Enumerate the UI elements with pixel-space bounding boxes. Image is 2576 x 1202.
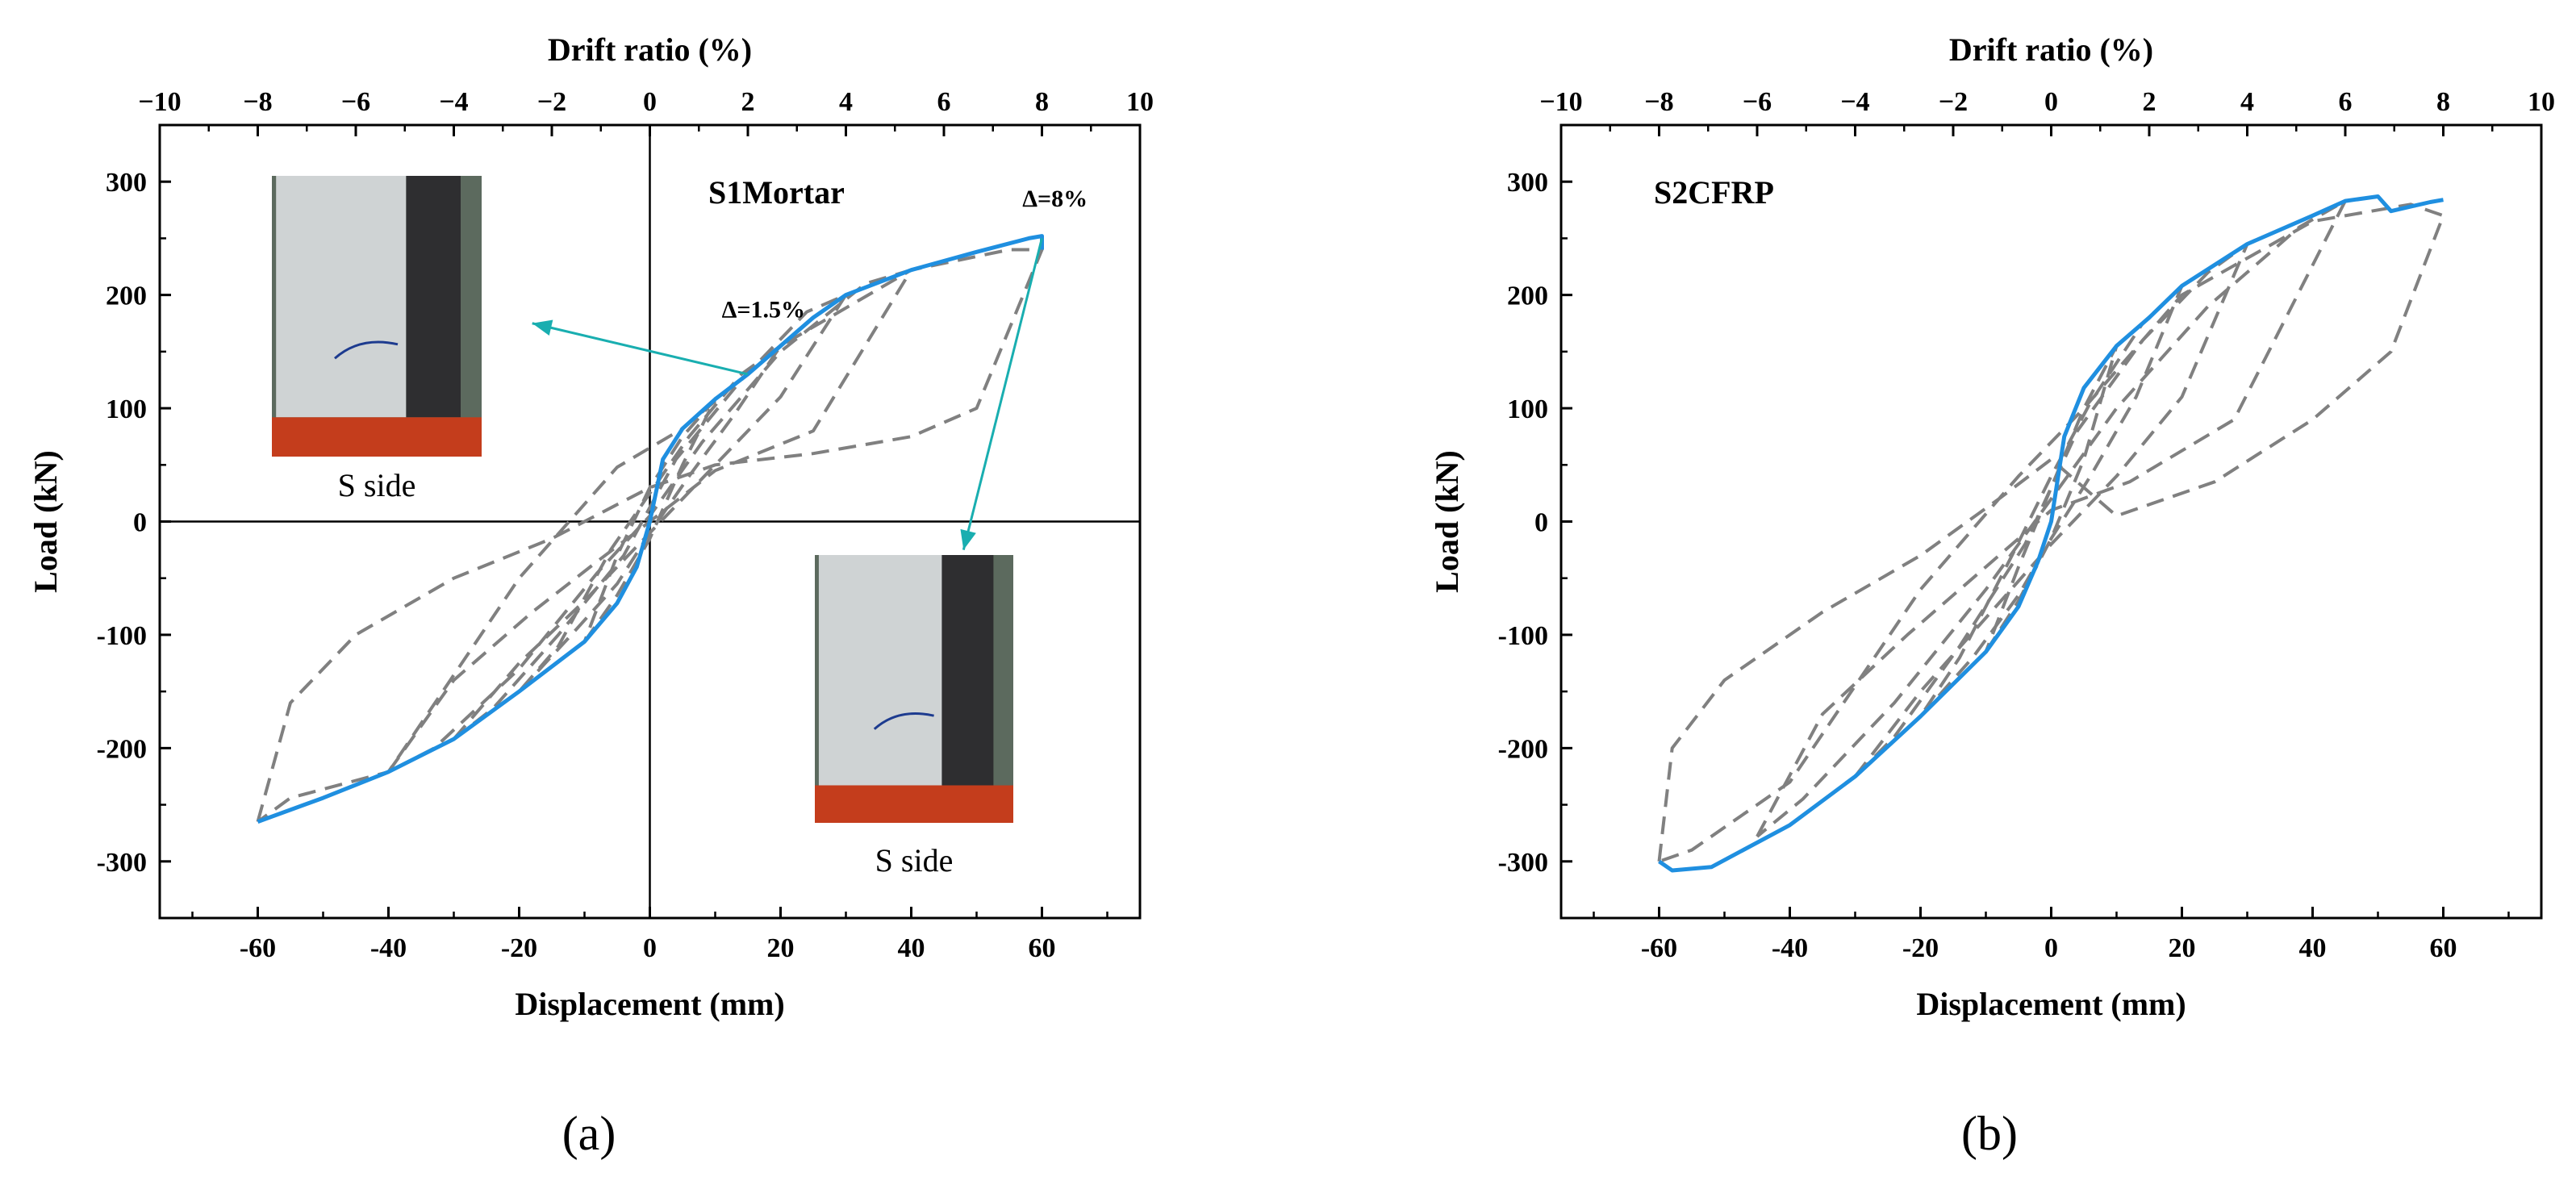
x2-tick-label: −4 bbox=[1840, 87, 1869, 117]
x-tick-label: 0 bbox=[2044, 933, 2058, 963]
y-axis-title: Load (kN) bbox=[27, 450, 64, 593]
x2-tick-label: 0 bbox=[643, 87, 657, 117]
annotation-label: Δ=1.5% bbox=[722, 297, 805, 323]
photo-inset: S side bbox=[272, 176, 482, 503]
hysteresis-loop bbox=[1756, 199, 2347, 838]
x2-tick-label: −6 bbox=[1743, 87, 1772, 117]
x2-tick-label: 0 bbox=[2044, 87, 2058, 117]
hysteresis-loop bbox=[256, 248, 1044, 824]
x2-axis-title: Drift ratio (%) bbox=[548, 31, 752, 68]
base-frame bbox=[815, 785, 1013, 823]
x2-tick-label: 2 bbox=[741, 87, 755, 117]
callout-arrow bbox=[532, 322, 749, 376]
panel-label: (b) bbox=[1961, 1107, 2018, 1160]
x-tick-label: 0 bbox=[643, 933, 657, 963]
x2-tick-label: −6 bbox=[341, 87, 370, 117]
x-tick-label: 40 bbox=[2299, 933, 2327, 963]
x-tick-label: 20 bbox=[2169, 933, 2196, 963]
x2-tick-label: 6 bbox=[937, 87, 951, 117]
hysteresis-loop bbox=[1657, 202, 2445, 863]
y-tick-label: -100 bbox=[1498, 621, 1548, 651]
column-side bbox=[406, 176, 461, 418]
annotation-label: Δ=8% bbox=[1022, 186, 1088, 212]
y-tick-label: 300 bbox=[106, 168, 147, 198]
y-tick-label: 300 bbox=[1507, 168, 1548, 198]
x2-tick-label: 8 bbox=[2436, 87, 2450, 117]
x2-tick-label: 10 bbox=[1126, 87, 1154, 117]
hysteresis-loop bbox=[517, 344, 783, 693]
x2-tick-label: −8 bbox=[1644, 87, 1673, 117]
panel-label: (a) bbox=[562, 1107, 616, 1160]
column-face bbox=[276, 176, 407, 418]
y-tick-label: -200 bbox=[97, 734, 147, 764]
photo-inset: S side bbox=[815, 555, 1013, 879]
x-tick-label: -20 bbox=[1902, 933, 1939, 963]
photo-caption: S side bbox=[338, 467, 416, 503]
x-tick-label: -60 bbox=[240, 933, 276, 963]
y-tick-label: 100 bbox=[1507, 394, 1548, 424]
crack-mark bbox=[873, 712, 934, 730]
x-tick-label: 60 bbox=[1029, 933, 1056, 963]
x-tick-label: 40 bbox=[898, 933, 925, 963]
callout-arrow bbox=[962, 238, 1043, 550]
hysteresis-loop bbox=[386, 268, 913, 774]
y-tick-label: 200 bbox=[106, 282, 147, 311]
callout-arrowhead bbox=[532, 319, 553, 336]
x-axis-title: Displacement (mm) bbox=[1916, 986, 2186, 1022]
x2-tick-label: 10 bbox=[2528, 87, 2555, 117]
x-tick-label: -40 bbox=[370, 933, 407, 963]
y-tick-label: -100 bbox=[97, 621, 147, 651]
x-tick-label: 60 bbox=[2430, 933, 2457, 963]
x2-tick-label: 6 bbox=[2339, 87, 2353, 117]
x2-tick-label: −4 bbox=[439, 87, 468, 117]
y-tick-label: 0 bbox=[1534, 508, 1548, 538]
x2-tick-label: 4 bbox=[839, 87, 853, 117]
x2-tick-label: −10 bbox=[138, 87, 181, 117]
x2-axis-title: Drift ratio (%) bbox=[1949, 31, 2153, 68]
photo-caption: S side bbox=[875, 842, 954, 879]
envelope-curve bbox=[1658, 194, 2444, 873]
callout-arrowhead bbox=[960, 528, 976, 550]
y-axis-title: Load (kN) bbox=[1429, 450, 1465, 593]
column-side bbox=[941, 555, 994, 786]
x-tick-label: 20 bbox=[767, 933, 795, 963]
y-tick-label: -300 bbox=[97, 848, 147, 878]
x-tick-label: -20 bbox=[501, 933, 537, 963]
y-tick-label: 100 bbox=[106, 394, 147, 424]
y-tick-label: -200 bbox=[1498, 734, 1548, 764]
y-tick-label: 200 bbox=[1507, 282, 1548, 311]
x2-tick-label: −10 bbox=[1539, 87, 1582, 117]
base-frame bbox=[272, 417, 482, 457]
x2-tick-label: −2 bbox=[1939, 87, 1968, 117]
panel-a: -60 -40 -20 0 20 40 60-300-200-1000100200300−1… bbox=[27, 31, 1154, 1160]
envelope-curve bbox=[257, 234, 1044, 824]
hysteresis-loop bbox=[452, 293, 848, 741]
x2-tick-label: 2 bbox=[2143, 87, 2156, 117]
x2-tick-label: 8 bbox=[1035, 87, 1049, 117]
x2-tick-label: −2 bbox=[537, 87, 566, 117]
y-tick-label: 0 bbox=[133, 508, 147, 538]
x-axis-title: Displacement (mm) bbox=[515, 986, 784, 1022]
specimen-label: S1Mortar bbox=[708, 174, 845, 211]
y-tick-label: -300 bbox=[1498, 848, 1548, 878]
panel-b: -60 -40 -20 0 20 40 60-300-200-1000100200300−1… bbox=[1429, 31, 2555, 1160]
column-face bbox=[818, 555, 942, 786]
x-tick-label: -40 bbox=[1772, 933, 1808, 963]
x-tick-label: -60 bbox=[1641, 933, 1677, 963]
crack-mark bbox=[334, 340, 399, 360]
specimen-label: S2CFRP bbox=[1654, 174, 1774, 211]
x2-tick-label: −8 bbox=[243, 87, 272, 117]
x2-tick-label: 4 bbox=[2240, 87, 2254, 117]
